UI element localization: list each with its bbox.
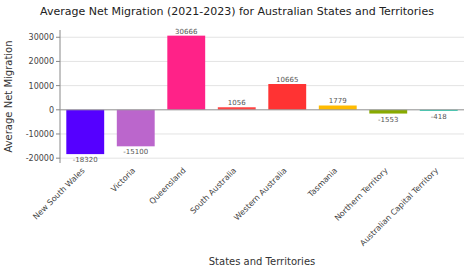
- grid-line: [60, 109, 464, 110]
- x-tick-label: South Australia: [189, 166, 239, 216]
- zero-line: [60, 109, 464, 110]
- y-tick-label: 20000: [29, 57, 54, 66]
- y-tick-label: 30000: [29, 33, 54, 42]
- y-tick-label: -20000: [26, 154, 54, 163]
- x-tick-label: New South Wales: [31, 166, 86, 221]
- y-tick: [56, 158, 60, 159]
- title: Average Net Migration (2021-2023) for Au…: [40, 5, 434, 18]
- y-axis: [60, 30, 61, 163]
- bars: [66, 36, 457, 154]
- data-label: 30666: [175, 28, 198, 36]
- bar: [167, 36, 205, 110]
- bar: [369, 110, 407, 114]
- grid-line: [60, 37, 464, 38]
- y-tick: [56, 85, 60, 86]
- data-label: 10665: [276, 76, 298, 84]
- data-label: -1553: [378, 116, 398, 124]
- grid-line: [60, 85, 464, 86]
- x-tick-label: Australian Capital Territory: [358, 166, 440, 248]
- data-label: -418: [431, 113, 447, 121]
- y-tick-label: -10000: [26, 130, 54, 139]
- data-label: -18320: [73, 156, 98, 164]
- x-tick-label: Queensland: [148, 166, 188, 206]
- bar: [117, 110, 155, 147]
- bar: [66, 110, 104, 154]
- bar: [319, 105, 357, 109]
- y-tick: [56, 133, 60, 134]
- y-tick-label: 10000: [29, 82, 54, 91]
- chart: Average Net Migration (2021-2023) for Au…: [0, 0, 474, 269]
- y-axis-label: Average Net Migration: [3, 40, 14, 152]
- grid-line: [60, 158, 464, 159]
- x-tick-label: Northern Territory: [333, 166, 390, 223]
- x-tick-label: Western Australia: [232, 166, 288, 222]
- x-axis-label: States and Territories: [209, 256, 316, 267]
- x-tick-label: Tasmania: [306, 166, 340, 200]
- grid-line: [60, 61, 464, 62]
- y-tick-label: 0: [49, 106, 54, 115]
- data-label: -15100: [123, 148, 148, 156]
- data-label: 1056: [228, 99, 246, 107]
- y-tick: [56, 61, 60, 62]
- bar: [268, 84, 306, 110]
- y-tick: [56, 109, 60, 110]
- data-label: 1779: [329, 97, 347, 105]
- x-tick-label: Victoria: [109, 166, 137, 194]
- y-tick: [56, 37, 60, 38]
